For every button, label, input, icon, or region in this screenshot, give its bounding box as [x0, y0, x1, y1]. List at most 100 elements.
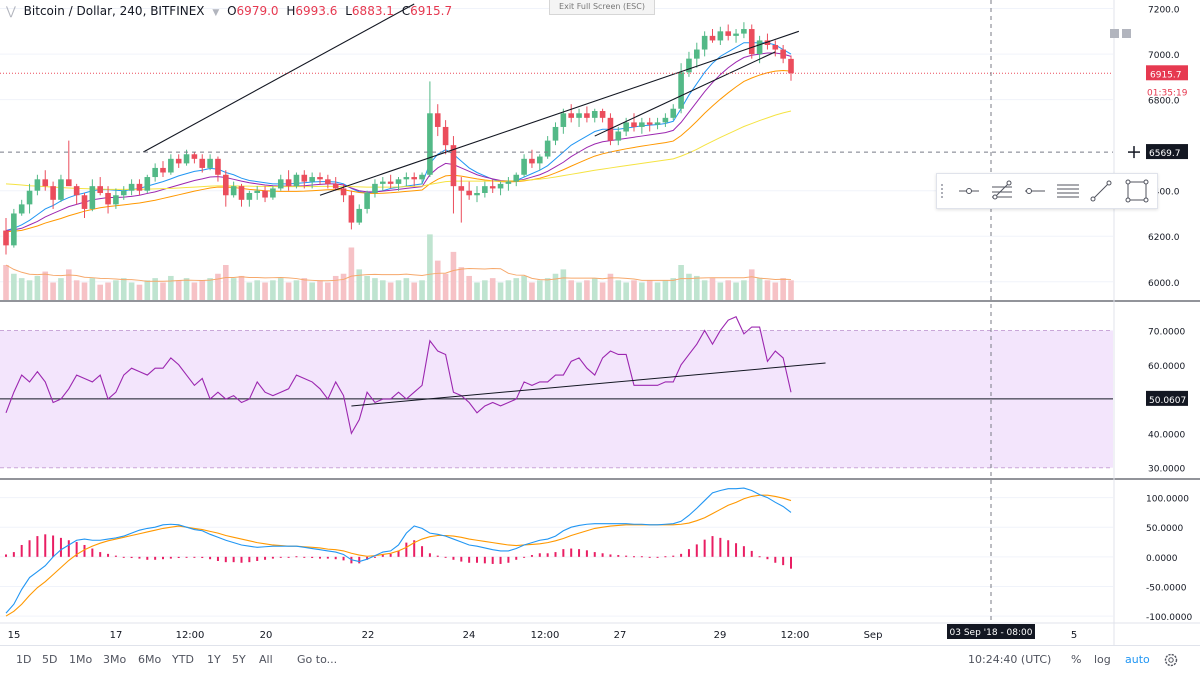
exit-fullscreen-button[interactable]: Exit Full Screen (ESC)	[549, 0, 655, 15]
volume-bar	[748, 269, 755, 300]
candle-body	[97, 186, 103, 193]
macd-tick-label: -50.0000	[1146, 583, 1187, 593]
candle-body	[348, 195, 355, 223]
macd-histogram-bar	[20, 544, 23, 557]
log-toggle[interactable]: log	[1094, 653, 1111, 666]
macd-histogram-bar	[703, 539, 706, 557]
candle-body	[568, 113, 574, 118]
time-tick-label: 24	[463, 630, 476, 641]
volume-bar	[764, 280, 771, 300]
drag-handle-icon[interactable]	[937, 174, 949, 208]
price-tick-label: 7200.0	[1148, 6, 1180, 16]
range-3mo[interactable]: 3Mo	[103, 653, 127, 666]
macd-histogram-bar	[279, 556, 282, 558]
macd-histogram-bar	[358, 556, 361, 564]
axis-value-labels: 6915.7 01:35:19 6569.7 50.0607	[1146, 65, 1188, 406]
range-5y[interactable]: 5Y	[232, 653, 246, 666]
range-1mo[interactable]: 1Mo	[69, 653, 93, 666]
candle-body	[615, 131, 622, 141]
macd-histogram-bar	[342, 556, 345, 561]
candle-body	[646, 122, 653, 125]
percent-toggle[interactable]: %	[1071, 653, 1082, 666]
range-all[interactable]: All	[259, 653, 273, 666]
scale-button[interactable]	[1110, 29, 1119, 38]
candle-body	[175, 158, 182, 164]
volume-bar	[223, 265, 229, 300]
candle-body	[521, 158, 527, 175]
candle-body	[372, 183, 378, 193]
candle-body	[34, 179, 41, 191]
volume-bar	[442, 273, 449, 300]
volume-bar	[34, 275, 41, 300]
candle-body	[223, 174, 229, 196]
rsi-pane[interactable]	[0, 316, 1113, 435]
volume-bar	[246, 282, 253, 300]
fib-retracement-icon[interactable]	[986, 175, 1018, 207]
volume-bar	[709, 278, 716, 300]
trendlines[interactable]	[0, 3, 1113, 196]
crosshair-time-label: 03 Sep '18 - 08:00	[950, 628, 1033, 638]
utc-clock[interactable]: 10:24:40 (UTC)	[968, 653, 1052, 666]
range-5d[interactable]: 5D	[42, 653, 58, 666]
volume-bar	[97, 284, 103, 300]
macd-histogram-bar	[122, 556, 125, 558]
rsi-trend-line	[351, 362, 826, 407]
volume-bar	[380, 280, 386, 300]
volume-bar	[458, 267, 465, 300]
volume-bar	[560, 269, 567, 300]
time-tick-label: Sep	[864, 630, 883, 641]
macd-histogram-bar	[405, 542, 408, 557]
price-axis[interactable]: 6000.0 6200.0 6400.0 6800.0 7000.0 7200.0 30.0…	[1146, 6, 1192, 624]
macd-histogram-bar	[444, 556, 447, 558]
volume-bar	[58, 278, 64, 300]
crosshair-marker	[1128, 146, 1140, 159]
volume-bar	[670, 278, 677, 300]
horizontal-ray-icon[interactable]	[953, 175, 985, 207]
volume-bar	[521, 275, 527, 300]
macd-histogram-bar	[130, 556, 133, 559]
macd-histogram-bar	[719, 537, 722, 557]
range-1d[interactable]: 1D	[16, 653, 32, 666]
goto-button[interactable]: Go to...	[297, 653, 338, 666]
volume-bar	[686, 273, 692, 300]
trend-line-icon[interactable]	[1085, 175, 1117, 207]
candle-body	[301, 174, 308, 182]
volume-bar	[207, 278, 213, 300]
candles[interactable]	[3, 22, 794, 255]
range-6mo[interactable]: 6Mo	[138, 653, 162, 666]
macd-histogram-bar	[177, 556, 180, 559]
macd-histogram-bar	[138, 556, 141, 559]
volume-bar	[654, 282, 661, 300]
candle-body	[497, 183, 504, 189]
volume-bar	[497, 282, 504, 300]
macd-histogram-bar	[625, 555, 628, 557]
rectangle-icon[interactable]	[1121, 175, 1153, 207]
macd-pane[interactable]	[5, 487, 792, 617]
pane-dividers[interactable]	[0, 0, 1200, 645]
time-axis[interactable]: 15 17 12:00 20 22 24 12:00 27 29 12:00 Sep 5 03 Sep …	[8, 624, 1078, 641]
range-1y[interactable]: 1Y	[207, 653, 221, 666]
macd-histogram-bar	[303, 556, 306, 558]
auto-toggle[interactable]: auto	[1125, 653, 1150, 666]
symbol-title[interactable]: Bitcoin / Dollar, 240, BITFINEX	[23, 4, 205, 18]
macd-histogram-bar	[530, 555, 533, 557]
candle-body	[50, 186, 56, 200]
macd-histogram-bar	[12, 552, 15, 557]
candle-body	[427, 113, 433, 175]
legend-high-value: 6993.6	[295, 4, 338, 18]
candle-body	[403, 177, 410, 180]
volume-bar	[623, 282, 629, 300]
legend-collapse-icon[interactable]: ⋁	[6, 4, 16, 18]
macd-histogram-bar	[114, 555, 117, 557]
parallel-lines-icon[interactable]	[1052, 175, 1084, 207]
range-ytd[interactable]: YTD	[172, 653, 194, 666]
candle-body	[733, 33, 739, 36]
legend-dropdown-icon[interactable]: ▼	[212, 8, 220, 18]
candle-body	[780, 49, 786, 59]
horizontal-line-icon[interactable]	[1019, 175, 1051, 207]
candle-body	[136, 183, 143, 191]
settings-gear-icon[interactable]	[1163, 652, 1179, 668]
scale-button-2[interactable]	[1122, 29, 1131, 38]
macd-histogram-bar	[735, 543, 738, 557]
